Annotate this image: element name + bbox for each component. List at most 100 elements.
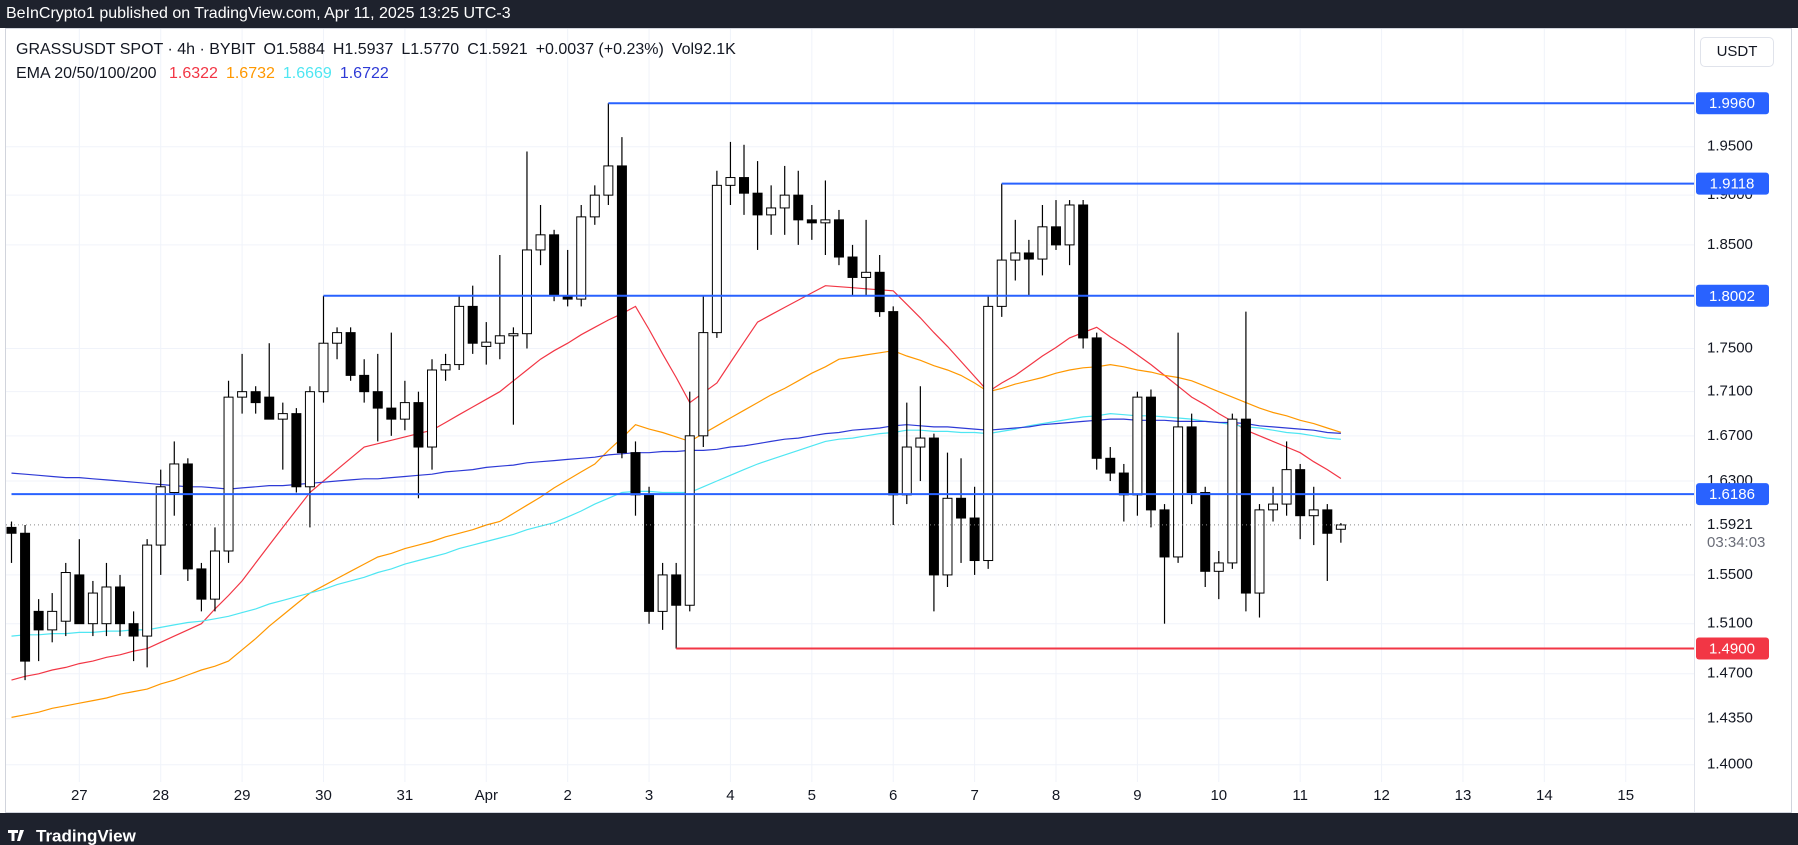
x-tick-label: 13 [1455, 787, 1472, 804]
candle-body [304, 391, 315, 488]
level-tag [1696, 172, 1769, 195]
x-tick-label: 29 [234, 787, 251, 804]
candle-body [1145, 396, 1156, 511]
candle-body [1322, 509, 1333, 534]
candle-body [1159, 509, 1170, 558]
ohlc-value: L1.5770 [401, 41, 460, 58]
y-tick-label: 1.5500 [1707, 566, 1753, 583]
level-label: 1.4900 [1709, 641, 1755, 658]
y-tick-label: 1.4000 [1707, 756, 1753, 773]
candle-body [481, 341, 492, 347]
candle-body [128, 623, 139, 637]
ohlc-value: +0.0037 (+0.23%) [535, 41, 664, 58]
publish-info: BeInCrypto1 published on TradingView.com… [6, 5, 511, 22]
legend: GRASSUSDT SPOT · 4h · BYBIT O1.5884 H1.593… [16, 38, 752, 86]
candle-body [427, 369, 438, 448]
candle-body [413, 402, 424, 448]
candle-body [345, 332, 356, 376]
candle-body [142, 544, 153, 637]
candle-body [332, 332, 343, 344]
candle-body [209, 550, 220, 600]
currency-button[interactable]: USDT [1700, 37, 1774, 67]
candle-body [1295, 469, 1306, 517]
candle-body [494, 335, 505, 344]
candle-body [644, 494, 655, 612]
y-tick-label: 1.7500 [1707, 340, 1753, 357]
candle-body [833, 219, 844, 258]
candle-body [779, 194, 790, 209]
candle-body [739, 177, 750, 194]
candle-body [630, 452, 641, 496]
ema-value: 1.6732 [225, 65, 275, 82]
x-tick-label: 9 [1133, 787, 1141, 804]
x-tick-label: Apr [475, 787, 498, 804]
y-tick-label: 1.5100 [1707, 615, 1753, 632]
candle-body [20, 532, 31, 662]
candle-body [155, 486, 166, 546]
candle-body [752, 192, 763, 216]
y-tick-label: 1.6700 [1707, 427, 1753, 444]
level-tag [1696, 637, 1769, 660]
y-tick-label: 1.7100 [1707, 383, 1753, 400]
candle-body [820, 219, 831, 224]
bottom-bar [0, 813, 1798, 845]
candle-body [956, 497, 967, 519]
level-tag [1696, 92, 1769, 115]
candle-body [657, 574, 668, 612]
candle-body [983, 305, 994, 562]
candle-body [549, 234, 560, 297]
footer-brand: TradingView [36, 826, 137, 845]
candle-body [60, 572, 71, 622]
ema-value: 1.6322 [169, 65, 218, 82]
candle-body [1268, 503, 1279, 511]
candle-body [698, 332, 709, 437]
level-label: 1.8002 [1709, 288, 1755, 305]
x-tick-label: 30 [315, 787, 332, 804]
candle-body [1308, 509, 1319, 517]
candle-body [87, 592, 98, 625]
x-tick-label: 12 [1373, 787, 1390, 804]
candle-body [1173, 426, 1184, 558]
candle-body [942, 497, 953, 576]
level-label: 1.9118 [1710, 176, 1755, 193]
candle-body [33, 610, 44, 631]
candle-body [47, 610, 58, 631]
candle-body [928, 437, 939, 576]
ema-row: EMA 20/50/100/200 1.6322 1.6732 1.6669 1.67… [16, 62, 752, 86]
candle-body [1078, 204, 1089, 339]
candle-body [1186, 426, 1197, 494]
candle-body [372, 391, 383, 409]
ohlc-value: Vol92.1K [671, 41, 736, 58]
candle-body [359, 374, 370, 393]
x-tick-label: 3 [645, 787, 653, 804]
x-tick-label: 7 [970, 787, 978, 804]
level-tag [1696, 284, 1769, 307]
candle-body [1281, 469, 1292, 505]
candle-body [766, 207, 777, 216]
ohlc-value: H1.5937 [332, 41, 394, 58]
y-tick-label: 1.4700 [1707, 665, 1753, 682]
candle-body [182, 463, 193, 570]
candle-body [454, 305, 465, 366]
y-tick-label: 1.4350 [1707, 710, 1753, 727]
ema-title: EMA 20/50/100/200 [16, 65, 157, 82]
candle-body [1091, 337, 1102, 459]
candle-body [1227, 418, 1238, 564]
candle-body [264, 396, 275, 420]
ema-value: 1.6722 [339, 65, 389, 82]
x-tick-label: 6 [889, 787, 897, 804]
last-price-label: 1.5921 [1707, 516, 1753, 533]
candle-body [874, 271, 885, 313]
candle-body [711, 184, 722, 334]
last-price-bg [1696, 513, 1790, 552]
ohlc-value: O1.5884 [263, 41, 325, 58]
candle-body [1213, 562, 1224, 572]
ema-line [11, 285, 1342, 681]
level-label: 1.9960 [1709, 95, 1755, 112]
x-tick-label: 8 [1052, 787, 1060, 804]
x-tick-label: 5 [808, 787, 816, 804]
logo [8, 830, 24, 841]
x-tick-label: 10 [1210, 787, 1227, 804]
candle-body [1010, 252, 1021, 261]
symbol-row: GRASSUSDT SPOT · 4h · BYBIT O1.5884 H1.593… [16, 38, 752, 62]
